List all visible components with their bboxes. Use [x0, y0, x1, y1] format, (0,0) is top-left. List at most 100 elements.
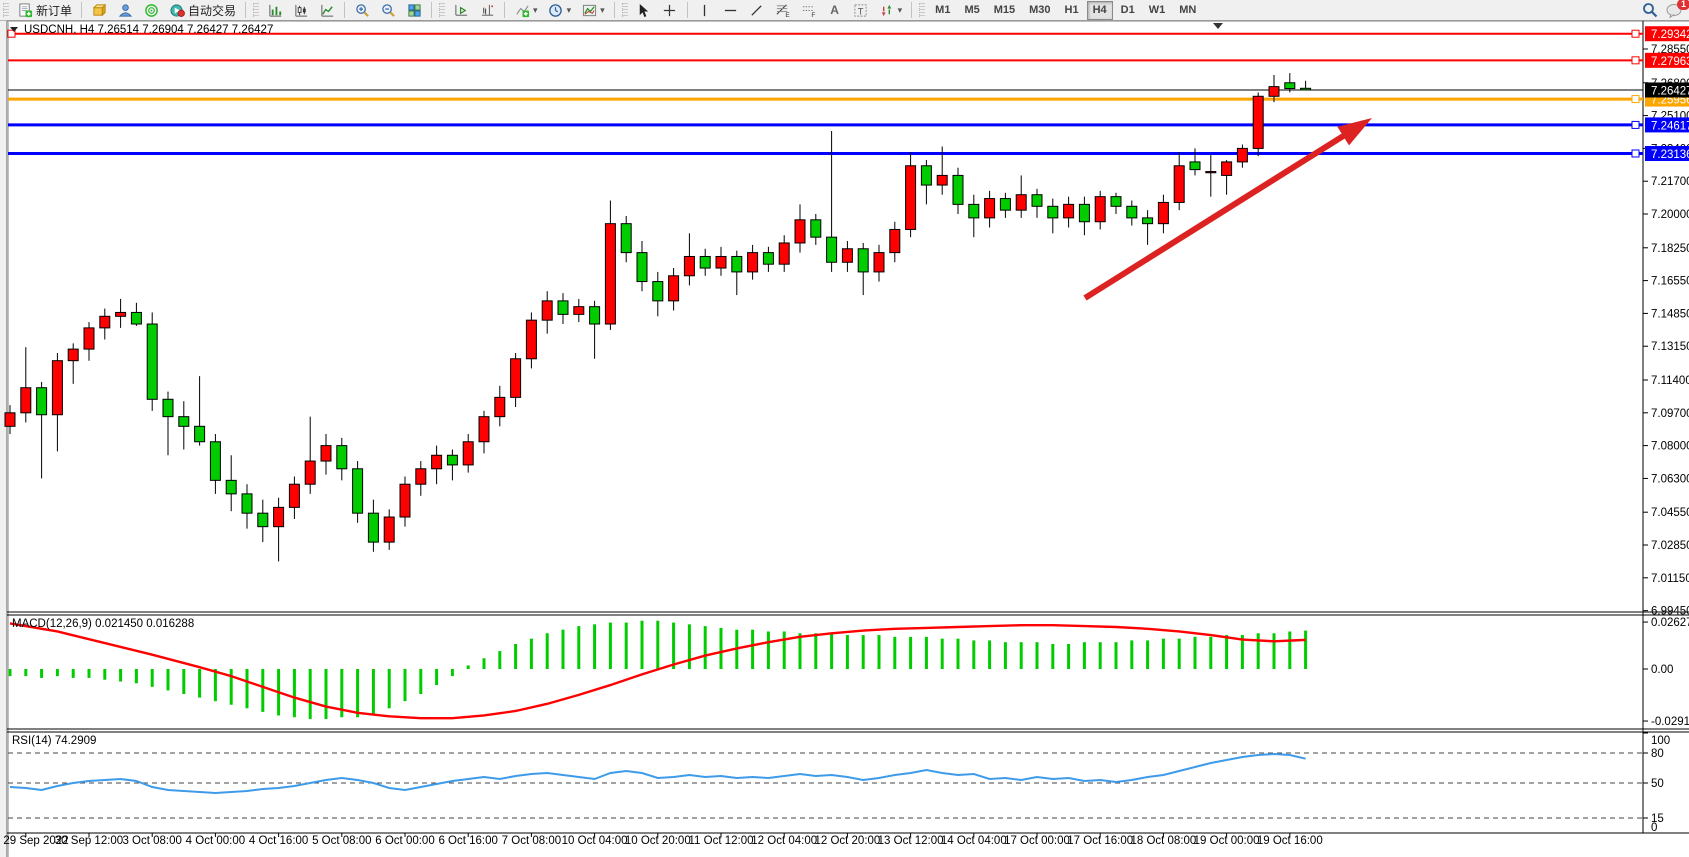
- chart-background: [7, 21, 1689, 833]
- fibonacci-fan-tool-button[interactable]: F: [796, 0, 822, 21]
- fibonacci-fan-icon: F: [801, 2, 817, 18]
- chart-area[interactable]: 7.285507.268007.251007.234007.217007.200…: [0, 20, 1689, 857]
- chart-collapse-icon[interactable]: [10, 27, 18, 32]
- cursor-tool-button[interactable]: [631, 0, 657, 21]
- timeframe-button-m15[interactable]: M15: [993, 4, 1016, 16]
- bull-candle: [320, 445, 332, 462]
- line-end-handle[interactable]: [1631, 120, 1640, 129]
- timeframe-button-m30[interactable]: M30: [1029, 4, 1051, 16]
- arrows-tool-icon: [879, 2, 895, 18]
- bear-candle: [178, 416, 190, 427]
- zoom-in-button[interactable]: [349, 0, 375, 21]
- toolbar-grip: [621, 3, 628, 17]
- time-axis-background: [7, 833, 1689, 857]
- autotrading-button[interactable]: 自动交易: [164, 0, 241, 21]
- trendline-tool-button[interactable]: [744, 0, 770, 21]
- timeframe-button-mn[interactable]: MN: [1179, 4, 1197, 16]
- time-tick-label: 13 Oct 12:00: [878, 835, 944, 847]
- templates-caret: ▾: [600, 4, 605, 15]
- chart-shift-marker[interactable]: [1213, 23, 1223, 29]
- price-tick-label: 7.14850: [1651, 308, 1689, 320]
- bull-candle: [525, 319, 537, 360]
- timeframe-button-w1[interactable]: W1: [1148, 4, 1166, 16]
- timeframe-button-m1[interactable]: M1: [935, 4, 951, 16]
- templates-button[interactable]: ▾: [576, 0, 610, 21]
- price-tick-label: 7.13150: [1651, 341, 1689, 353]
- current-price-tag-bg: [1645, 82, 1689, 98]
- line-start-handle[interactable]: [7, 29, 16, 38]
- price-tick-label: 7.21700: [1651, 176, 1689, 188]
- toolbar-grip: [3, 3, 9, 17]
- text-label-tool-button[interactable]: T: [848, 0, 874, 21]
- chart-shift-button[interactable]: [474, 0, 500, 21]
- price-line-tag: 7.23136: [1651, 149, 1689, 161]
- bear-candle: [209, 441, 221, 481]
- bull-candle: [747, 252, 759, 273]
- timeframe-button-h1[interactable]: H1: [1064, 4, 1079, 16]
- toolbar-separator: [613, 2, 615, 18]
- zoom-out-button[interactable]: [375, 0, 401, 21]
- strategy-tester-button[interactable]: [138, 0, 164, 21]
- search-icon[interactable]: [1642, 2, 1658, 18]
- tile-windows-button[interactable]: [401, 0, 427, 21]
- price-tick-label: 7.18250: [1651, 243, 1689, 255]
- line-end-handle[interactable]: [1631, 29, 1640, 38]
- price-tick-label: 7.06300: [1651, 473, 1689, 485]
- candlestick-chart-button[interactable]: [288, 0, 314, 21]
- bull-candle: [1252, 95, 1264, 149]
- time-tick-label: 19 Oct 00:00: [1194, 835, 1260, 847]
- trend-arrow-shaft[interactable]: [1083, 130, 1350, 301]
- time-tick-label: 29 Sep 2022: [3, 835, 68, 847]
- bear-candle: [620, 223, 632, 254]
- arrows-tool-button[interactable]: ▾: [874, 0, 908, 21]
- text-tool-button[interactable]: A: [822, 0, 848, 21]
- macd-label: MACD(12,26,9) 0.021450 0.016288: [12, 618, 194, 630]
- line-end-handle[interactable]: [1631, 149, 1640, 158]
- bull-candle: [51, 360, 63, 416]
- bear-candle: [920, 165, 932, 186]
- notifications-button[interactable]: 1: [1666, 0, 1689, 18]
- bull-candle: [1157, 201, 1169, 225]
- toolbar-grip: [439, 3, 446, 17]
- rsi-tick-label: 100: [1651, 735, 1670, 747]
- bar-chart-button[interactable]: [262, 0, 288, 21]
- arrows-caret: ▾: [897, 4, 903, 15]
- new-order-button[interactable]: 新订单: [12, 0, 77, 21]
- crosshair-tool-button[interactable]: [657, 0, 683, 21]
- toolbar-separator: [911, 2, 913, 18]
- rsi-tick-label: 50: [1651, 778, 1664, 790]
- bull-candle: [1205, 171, 1217, 174]
- bull-candle: [541, 300, 553, 321]
- vertical-line-tool-button[interactable]: [692, 0, 718, 21]
- indicators-button[interactable]: ▾: [509, 0, 543, 21]
- periods-button[interactable]: ▾: [543, 0, 577, 21]
- svg-text:T: T: [858, 6, 864, 16]
- bear-candle: [999, 198, 1011, 211]
- price-chart-canvas[interactable]: 7.285507.268007.251007.234007.217007.200…: [0, 20, 1689, 857]
- price-line-tag: 7.25956: [1651, 95, 1689, 107]
- bull-candle: [20, 387, 32, 414]
- market-watch-button[interactable]: [86, 0, 112, 21]
- bear-candle: [1078, 203, 1090, 223]
- horizontal-line-tool-button[interactable]: [718, 0, 744, 21]
- price-line-tag-bg: [1645, 26, 1689, 42]
- line-end-handle[interactable]: [1631, 95, 1640, 104]
- bull-candle: [573, 306, 585, 315]
- line-end-handle[interactable]: [1631, 56, 1640, 65]
- toolbar-grip: [919, 3, 926, 17]
- timeframe-button-d1[interactable]: D1: [1120, 4, 1135, 16]
- data-window-button[interactable]: [112, 0, 138, 21]
- text-tool-icon: A: [830, 3, 839, 17]
- rsi-line: [9, 752, 1306, 795]
- fibonacci-tool-button[interactable]: E: [770, 0, 796, 21]
- timeframe-button-h4[interactable]: H4: [1086, 0, 1113, 20]
- auto-scroll-button[interactable]: [448, 0, 474, 21]
- timeframe-button-m5[interactable]: M5: [964, 4, 980, 16]
- line-chart-button[interactable]: [314, 0, 340, 21]
- bull-candle: [1221, 161, 1233, 176]
- bear-candle: [589, 306, 601, 325]
- bear-candle: [257, 512, 269, 528]
- bear-candle: [762, 252, 774, 265]
- bull-candle: [478, 416, 490, 443]
